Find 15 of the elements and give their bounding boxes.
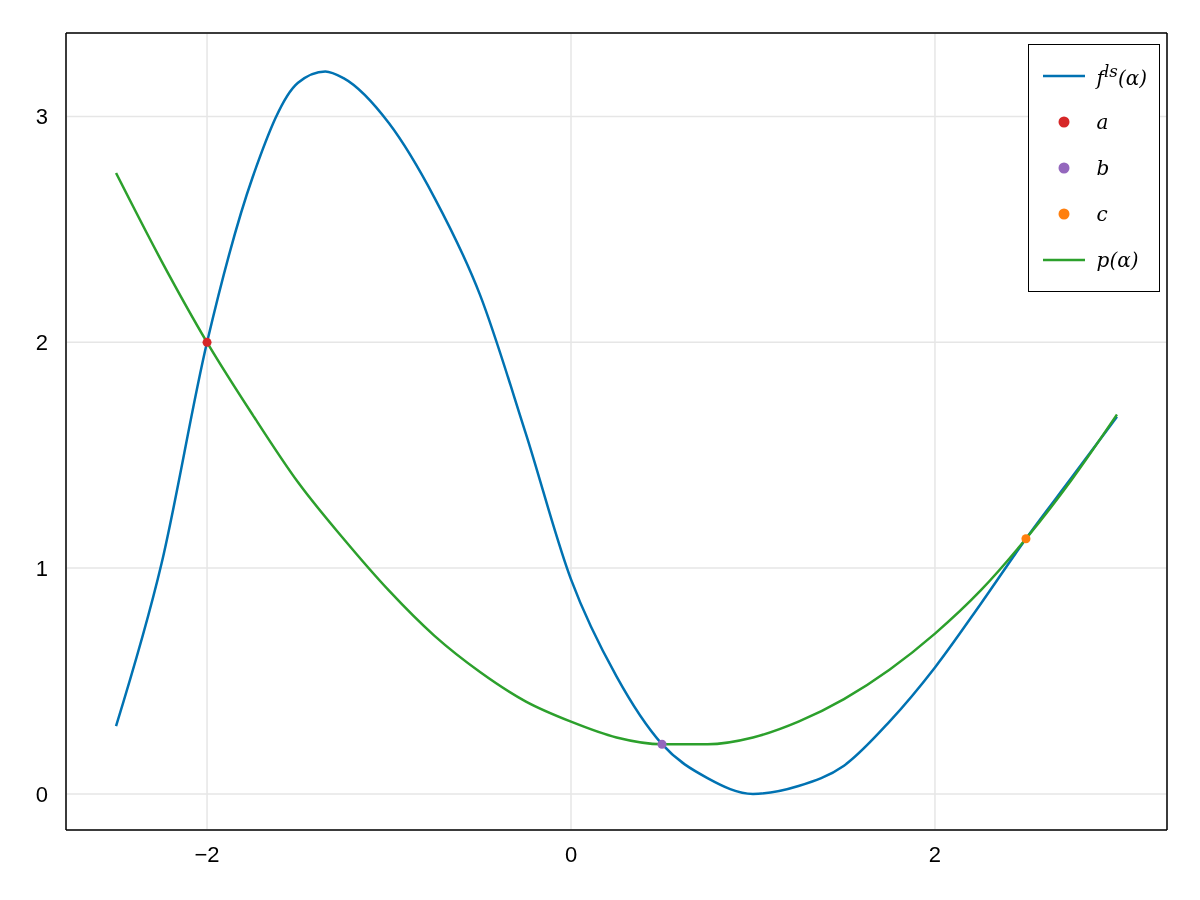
y-tick-label: 3 — [35, 104, 48, 130]
x-tick-label: 2 — [928, 841, 942, 867]
legend-label: c — [1096, 202, 1108, 226]
legend-label: b — [1096, 156, 1110, 180]
y-tick-label: 1 — [35, 555, 48, 581]
y-tick-label: 0 — [35, 781, 48, 807]
legend-label: f$^{ls}$(α) — [1096, 62, 1147, 90]
legend-label: p(α) — [1096, 248, 1139, 272]
x-tick-label: 0 — [564, 841, 578, 867]
point — [1021, 534, 1031, 544]
y-tick-label: 2 — [35, 330, 48, 356]
x-tick-label: −2 — [194, 841, 220, 867]
point — [657, 739, 667, 749]
point — [202, 337, 212, 347]
legend-label: a — [1096, 110, 1109, 134]
